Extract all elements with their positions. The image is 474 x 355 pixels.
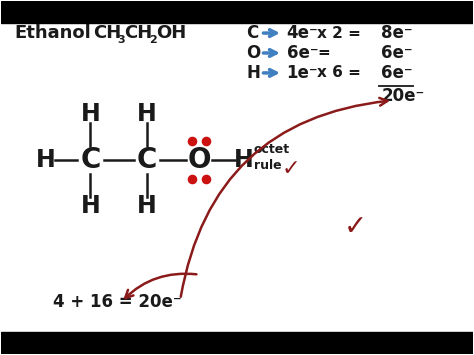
Text: 1e⁻: 1e⁻ — [287, 64, 318, 82]
Text: CH: CH — [93, 24, 121, 42]
Text: O: O — [187, 146, 211, 174]
Text: ✓: ✓ — [344, 213, 367, 241]
Point — [202, 138, 210, 144]
Text: H: H — [234, 148, 254, 172]
Text: 8e⁻: 8e⁻ — [381, 24, 413, 42]
Text: C: C — [246, 24, 259, 42]
Text: H: H — [137, 102, 157, 126]
Text: 20e⁻: 20e⁻ — [381, 87, 424, 105]
Text: 6e⁻: 6e⁻ — [381, 44, 413, 62]
Text: 4e⁻: 4e⁻ — [287, 24, 319, 42]
Text: 2: 2 — [149, 34, 157, 44]
Text: H: H — [81, 195, 100, 218]
Text: H: H — [81, 102, 100, 126]
Point — [188, 176, 196, 182]
Point — [202, 176, 210, 182]
Text: x 2 =: x 2 = — [318, 26, 361, 40]
Text: H: H — [36, 148, 55, 172]
Text: ✓: ✓ — [282, 159, 301, 179]
Text: 6e⁻: 6e⁻ — [381, 64, 413, 82]
Text: H: H — [246, 64, 260, 82]
Text: octet
rule: octet rule — [254, 143, 290, 172]
Text: 6e⁻: 6e⁻ — [287, 44, 318, 62]
Text: CH: CH — [125, 24, 153, 42]
Bar — [0, 1, 474, 23]
Text: OH: OH — [156, 24, 186, 42]
Text: H: H — [137, 195, 157, 218]
Text: x 6 =: x 6 = — [318, 65, 361, 81]
Text: 3: 3 — [118, 34, 125, 44]
Bar — [0, 332, 474, 354]
Text: 4 + 16 = 20e⁻: 4 + 16 = 20e⁻ — [53, 293, 182, 311]
Text: O: O — [246, 44, 261, 62]
Point — [188, 138, 196, 144]
Text: =: = — [318, 45, 330, 60]
Text: C: C — [137, 146, 157, 174]
Text: Ethanol: Ethanol — [15, 24, 91, 42]
Text: C: C — [80, 146, 100, 174]
